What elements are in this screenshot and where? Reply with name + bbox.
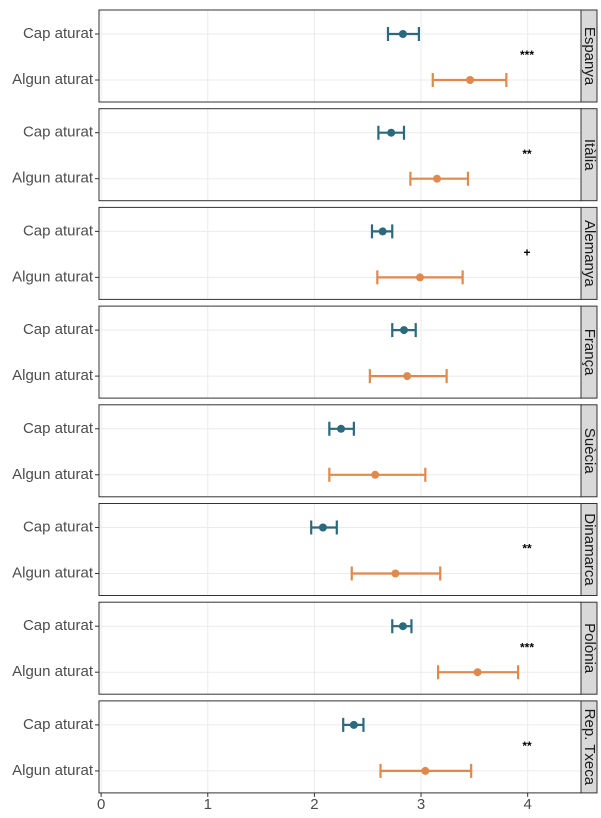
category-label: Cap aturat [23,716,94,733]
category-label: Algun aturat [12,466,94,483]
strip [580,206,598,300]
point [398,622,407,631]
significance: ** [522,147,532,161]
strip-label: Alemanya [581,220,598,287]
category-label: Algun aturat [12,367,94,384]
strip [580,700,598,794]
category-label: Cap aturat [23,617,94,634]
strip [580,305,598,399]
point [371,470,380,479]
point [387,128,396,137]
strip-label: Dinamarca [581,513,598,586]
x-tick-label: 2 [310,796,318,813]
category-label: Algun aturat [12,663,94,680]
category-label: Algun aturat [12,268,94,285]
category-label: Cap aturat [23,518,94,535]
point [473,668,482,677]
point [391,569,400,578]
point [403,372,412,381]
panel [99,10,581,102]
panel [99,503,581,596]
category-label: Cap aturat [23,420,94,437]
category-label: Cap aturat [23,222,94,239]
point [415,273,424,282]
category-label: Algun aturat [12,170,94,187]
category-label: Algun aturat [12,564,94,581]
x-tick-label: 0 [97,796,105,813]
point [466,76,475,84]
point [399,326,408,335]
strip [580,108,598,202]
category-label: Algun aturat [12,762,94,779]
significance: ** [522,542,532,556]
strip-label: Suècia [581,428,598,475]
strip [580,404,598,498]
category-label: Cap aturat [23,25,94,42]
significance: *** [520,640,534,654]
category-label: Algun aturat [12,71,94,88]
panel [99,404,581,497]
point [378,227,387,236]
significance: ** [522,739,532,753]
point [318,523,327,532]
panel [99,306,581,399]
strip [580,601,598,695]
strip-label: Itàlia [581,139,598,171]
panel [99,108,581,201]
strip [580,503,598,596]
strip-label: Rep. Txeca [581,709,598,786]
strip [580,9,598,103]
x-tick-label: 3 [417,796,425,813]
point [398,30,407,38]
point [349,720,358,729]
significance: + [523,246,530,260]
point [433,174,442,183]
panel [99,602,581,695]
panel [99,700,581,793]
strip-label: Polònia [581,623,598,674]
point [421,766,430,775]
category-label: Cap aturat [23,124,94,141]
panel [99,207,581,300]
point [337,424,346,433]
category-label: Cap aturat [23,321,94,338]
x-tick-label: 1 [204,796,212,813]
significance: *** [520,48,534,62]
strip-label: Espanya [581,27,598,86]
x-tick-label: 4 [524,796,532,813]
strip-label: França [581,329,598,376]
